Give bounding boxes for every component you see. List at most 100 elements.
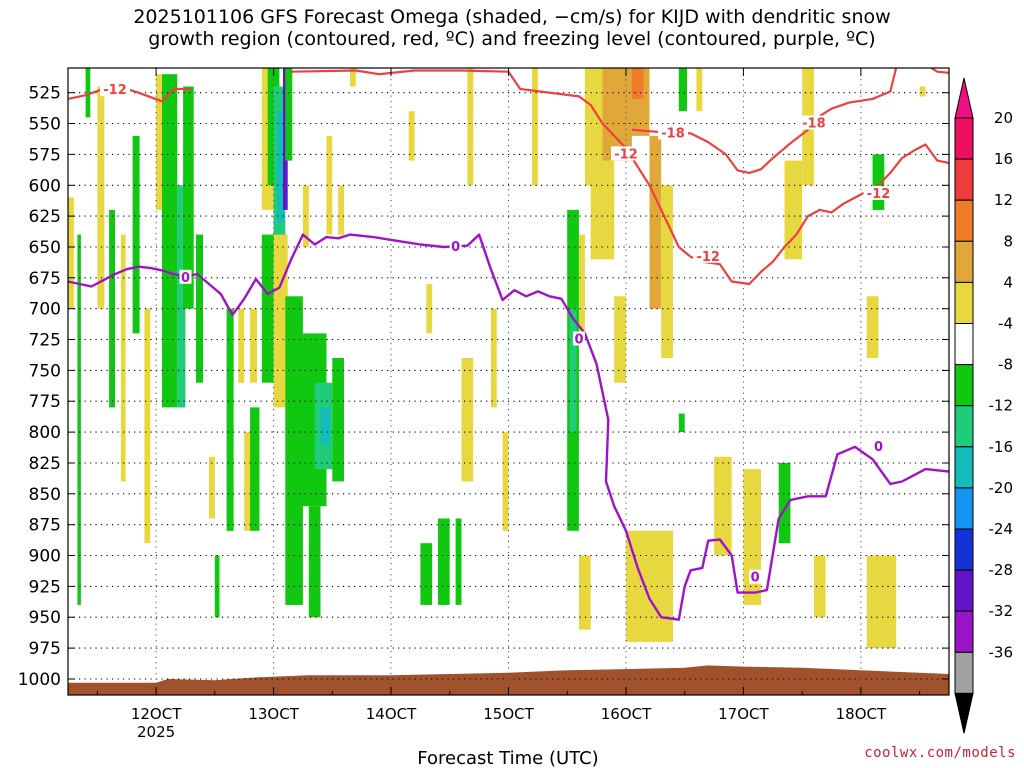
omega-cell-12	[196, 234, 203, 383]
y-tick-label-925: 925	[29, 577, 61, 597]
y-tick-label-775: 775	[29, 392, 61, 412]
y-tick-label-1000: 1000	[18, 670, 61, 690]
dgz-contour-label-5: -12	[867, 187, 891, 202]
omega-cell-34	[302, 185, 309, 247]
x-tick-label-150: 15OCT	[483, 705, 534, 723]
colorbar-arrow-top	[954, 77, 974, 119]
colorbar-label-9: -20	[989, 479, 1014, 497]
x-tick-label-180: 18OCT	[836, 705, 887, 723]
omega-cell-33	[332, 358, 344, 482]
freezing-label-bg-2	[573, 331, 585, 346]
dgz-contour-3	[877, 143, 950, 187]
colorbar-label-6: -8	[998, 356, 1013, 374]
colorbar-swatch-7	[954, 405, 974, 448]
freezing-level-layer: 0 0 0 0 0	[67, 233, 950, 621]
omega-cell-5	[120, 234, 126, 482]
colorbar-label-1: 16	[994, 150, 1013, 168]
omega-cell-27	[250, 407, 260, 531]
omega-cell-24	[285, 68, 293, 161]
x-tick-label-120: 12OCT	[131, 705, 182, 723]
dgz-contour-label-2: -18	[661, 126, 685, 141]
y-tick-label-800: 800	[29, 423, 61, 443]
y-tick-label-625: 625	[29, 207, 61, 227]
colorbar-label-4: 4	[1003, 273, 1013, 291]
omega-cell-60	[626, 530, 673, 642]
colorbar-arrow-bottom	[954, 692, 974, 734]
omega-cell-19	[261, 68, 274, 210]
omega-cell-11	[183, 86, 194, 309]
x-tick-label-130: 13OCT	[248, 705, 299, 723]
colorbar-swatch-13	[954, 651, 974, 694]
omega-cell-55	[631, 68, 644, 99]
colorbar-label-8: -16	[989, 438, 1014, 456]
omega-cell-72	[866, 555, 897, 649]
colorbar-swatch-0	[954, 117, 974, 160]
x-tick-label-170: 17OCT	[718, 705, 769, 723]
freezing-level-label-0: 0	[181, 271, 190, 286]
dgz-contour-label-4: -18	[802, 117, 826, 132]
y-tick-label-725: 725	[29, 331, 61, 351]
omega-cell-64	[714, 456, 732, 556]
y-tick-label-575: 575	[29, 145, 61, 165]
x-tick-label-140: 14OCT	[366, 705, 417, 723]
omega-cell-18	[250, 308, 258, 383]
y-tick-label-600: 600	[29, 176, 61, 196]
colorbar-swatch-11	[954, 569, 974, 612]
omega-cell-66	[778, 463, 791, 544]
dgz-contour-1	[291, 69, 880, 286]
omega-cell-6	[132, 135, 140, 334]
omega-cell-2	[85, 68, 91, 118]
omega-cell-57	[661, 185, 673, 359]
colorbar-label-5: -4	[998, 315, 1013, 333]
omega-cell-22	[277, 111, 285, 223]
omega-cell-41	[438, 518, 450, 605]
omega-cell-62	[678, 413, 685, 433]
omega-cell-70	[872, 154, 885, 210]
omega-cell-63	[696, 68, 703, 112]
dgz-contour-2	[631, 67, 898, 174]
y-tick-label-675: 675	[29, 269, 61, 289]
omega-shading-layer	[68, 68, 926, 649]
omega-cell-49	[569, 308, 577, 433]
colorbar-label-2: 12	[994, 191, 1013, 209]
omega-cell-13	[209, 456, 215, 519]
dgz-contour-0	[67, 87, 192, 103]
title-line-2: growth region (contoured, red, ºC) and f…	[148, 28, 876, 50]
dgz-contour-label-1: -12	[614, 147, 638, 162]
freezing-label-bg-1	[449, 239, 462, 253]
omega-cell-25	[261, 234, 274, 383]
colorbar-label-3: 8	[1003, 232, 1013, 250]
x-axis-label: Forecast Time (UTC)	[417, 748, 598, 768]
freezing-level-label-4: 0	[874, 440, 883, 455]
y-tick-label-825: 825	[29, 454, 61, 474]
omega-cell-20	[267, 68, 280, 186]
credit-text: coolwx.com/models	[864, 745, 1016, 761]
omega-cell-31	[320, 407, 330, 445]
omega-cell-0	[77, 234, 81, 605]
colorbar-label-7: -12	[989, 397, 1014, 415]
omega-cell-8	[156, 74, 162, 210]
colorbar: 20 16 12 8 4 -4 -8 -12 -16 -20 -24 -28 -32 -36	[954, 77, 1014, 734]
colorbar-swatch-2	[954, 199, 974, 242]
y-tick-label-950: 950	[29, 608, 61, 628]
omega-cell-44	[467, 68, 474, 186]
omega-cell-40	[420, 543, 433, 605]
omega-cell-35	[326, 135, 333, 235]
freezing-level-line	[67, 233, 950, 621]
omega-cell-16	[238, 308, 245, 383]
omega-cell-1	[68, 197, 74, 309]
colorbar-swatch-10	[954, 528, 974, 571]
dgz-label-bg-4	[798, 115, 829, 130]
omega-cell-9	[162, 74, 178, 408]
omega-cell-45	[490, 308, 497, 408]
colorbar-label-11: -28	[989, 561, 1014, 579]
omega-cell-56	[649, 135, 662, 309]
dgz-contour-label-3: -12	[696, 250, 720, 265]
freezing-level-label-2: 0	[574, 333, 583, 348]
terrain-layer	[68, 665, 949, 695]
omega-cell-32	[308, 506, 321, 618]
dendritic-growth-contour-layer: -12 -12 -18 -12 -18 -12	[67, 67, 950, 286]
omega-cell-38	[408, 111, 415, 161]
